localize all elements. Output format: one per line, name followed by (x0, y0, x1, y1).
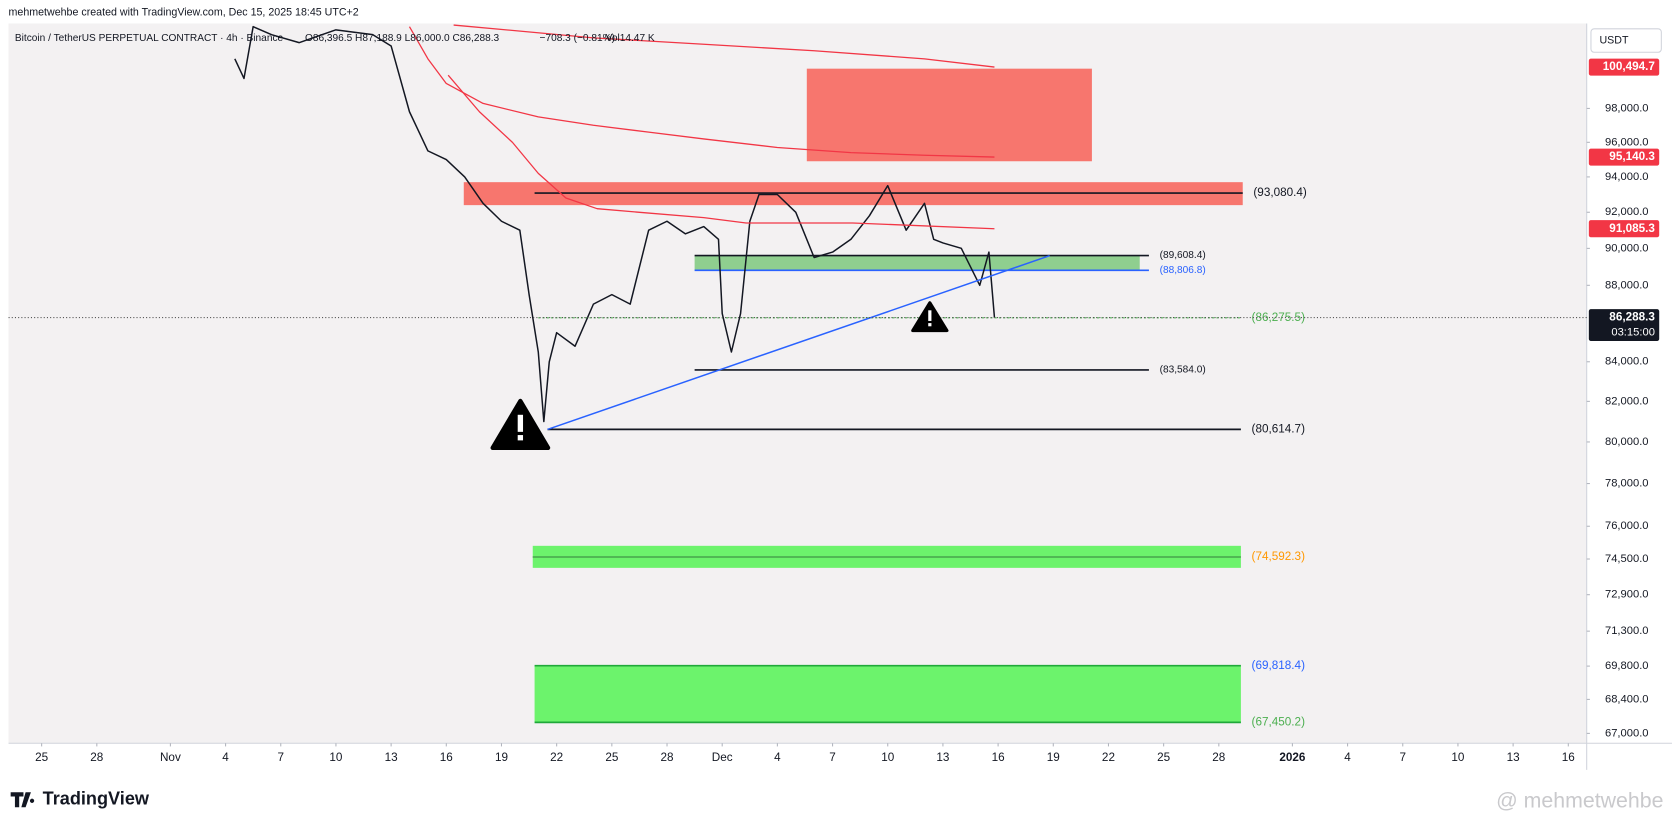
moving-average (447, 74, 995, 230)
price-badge-label: 91,085.3 (1609, 222, 1655, 235)
x-tick-label: 7 (277, 751, 284, 764)
y-tick-label: 82,000.0 (1605, 395, 1649, 407)
currency-button[interactable]: USDT (1590, 28, 1662, 53)
y-tick-label: 71,300.0 (1605, 625, 1649, 637)
x-tick-label: 25 (605, 751, 619, 764)
price-badge (1588, 148, 1660, 166)
zone (694, 255, 1140, 271)
y-tick-label: 67,000.0 (1605, 727, 1649, 739)
x-tick-label: 22 (1102, 751, 1115, 764)
zone (806, 68, 1092, 162)
brand-name: TradingView (43, 789, 150, 809)
y-tick-label: 78,000.0 (1605, 478, 1649, 490)
x-tick-label: 25 (1157, 751, 1171, 764)
level-label: (89,608.4) (1160, 250, 1206, 261)
x-tick-label: Nov (160, 751, 181, 764)
y-tick-label: 74,500.0 (1605, 553, 1649, 565)
x-tick-label: 16 (1562, 751, 1575, 764)
current-badge-time: 03:15:00 (1611, 326, 1655, 338)
y-tick-label: 72,900.0 (1605, 589, 1649, 601)
level-label: (86,275.5) (1252, 311, 1306, 324)
level-label: (69,818.4) (1252, 659, 1306, 672)
y-tick-label: 92,000.0 (1605, 206, 1649, 218)
ohlc: O86,396.5 H87,188.9 L86,000.0 C86,288.3 (305, 33, 500, 44)
x-tick-label: 25 (35, 751, 49, 764)
x-tick-label: Dec (712, 751, 733, 764)
y-tick-label: 96,000.0 (1605, 136, 1649, 148)
brand: TradingView (10, 789, 150, 809)
y-tick-label: 98,000.0 (1605, 102, 1649, 114)
price-badge-label: 100,494.7 (1603, 60, 1655, 73)
y-tick-label: 84,000.0 (1605, 356, 1649, 368)
level-label: (88,806.8) (1160, 265, 1206, 276)
change: −708.3 (−0.81%) (540, 33, 615, 44)
level-label: (83,584.0) (1160, 365, 1206, 376)
moving-average (408, 26, 995, 158)
x-tick-label: 13 (1507, 751, 1520, 764)
y-tick-label: 76,000.0 (1605, 520, 1649, 532)
legend: Bitcoin / TetherUS PERPETUAL CONTRACT · … (15, 33, 655, 44)
x-tick-label: 2026 (1279, 751, 1306, 764)
y-tick-label: 80,000.0 (1605, 436, 1649, 448)
zone (534, 665, 1241, 723)
y-tick-label: 94,000.0 (1605, 171, 1649, 183)
y-tick-label: 68,400.0 (1605, 693, 1649, 705)
x-tick-label: 4 (1344, 751, 1351, 764)
volume: Vol14.47 K (606, 33, 655, 44)
x-tick-label: 13 (936, 751, 949, 764)
x-tick-label: 7 (829, 751, 836, 764)
x-tick-label: 16 (992, 751, 1005, 764)
symbol: Bitcoin / TetherUS PERPETUAL CONTRACT · … (15, 33, 284, 44)
x-tick-label: 22 (550, 751, 563, 764)
level-label: (80,614.7) (1252, 422, 1306, 435)
x-tick-label: 10 (329, 751, 343, 764)
x-tick-label: 4 (774, 751, 781, 764)
x-tick-label: 10 (1451, 751, 1465, 764)
current-badge (1588, 309, 1660, 342)
warning-icon (490, 398, 551, 450)
price-line (234, 25, 996, 423)
plot-area (8, 23, 1587, 744)
x-tick-label: 10 (881, 751, 895, 764)
x-tick-label: 28 (90, 751, 104, 764)
warning-icon (911, 301, 949, 333)
watermark: @ mehmetwehbe (1496, 789, 1663, 813)
x-tick-label: 19 (495, 751, 508, 764)
level-label: (67,450.2) (1252, 715, 1306, 728)
price-badge-label: 95,140.3 (1609, 150, 1655, 163)
y-tick-label: 88,000.0 (1605, 279, 1649, 291)
x-tick-label: 28 (660, 751, 674, 764)
x-tick-label: 19 (1047, 751, 1060, 764)
price-badge (1588, 220, 1660, 238)
x-tick-label: 16 (440, 751, 453, 764)
x-tick-label: 28 (1212, 751, 1226, 764)
y-tick-label: 69,800.0 (1605, 660, 1649, 672)
x-tick-label: 7 (1399, 751, 1406, 764)
trendline (547, 254, 1050, 431)
level-label: (74,592.3) (1252, 550, 1306, 563)
price-badge (1588, 58, 1660, 76)
currency[interactable]: USDT (1599, 34, 1628, 46)
y-tick-label: 90,000.0 (1605, 242, 1649, 254)
current-badge-label: 86,288.3 (1609, 311, 1655, 324)
level-label: (93,080.4) (1253, 186, 1307, 199)
plot: (93,080.4) (89,608.4) (88,806.8) (86,275.5)… (8, 24, 1587, 728)
x-tick-label: 4 (222, 751, 229, 764)
header: mehmetwehbe created with TradingView.com… (9, 7, 359, 19)
moving-average (453, 24, 995, 68)
x-tick-label: 13 (385, 751, 398, 764)
